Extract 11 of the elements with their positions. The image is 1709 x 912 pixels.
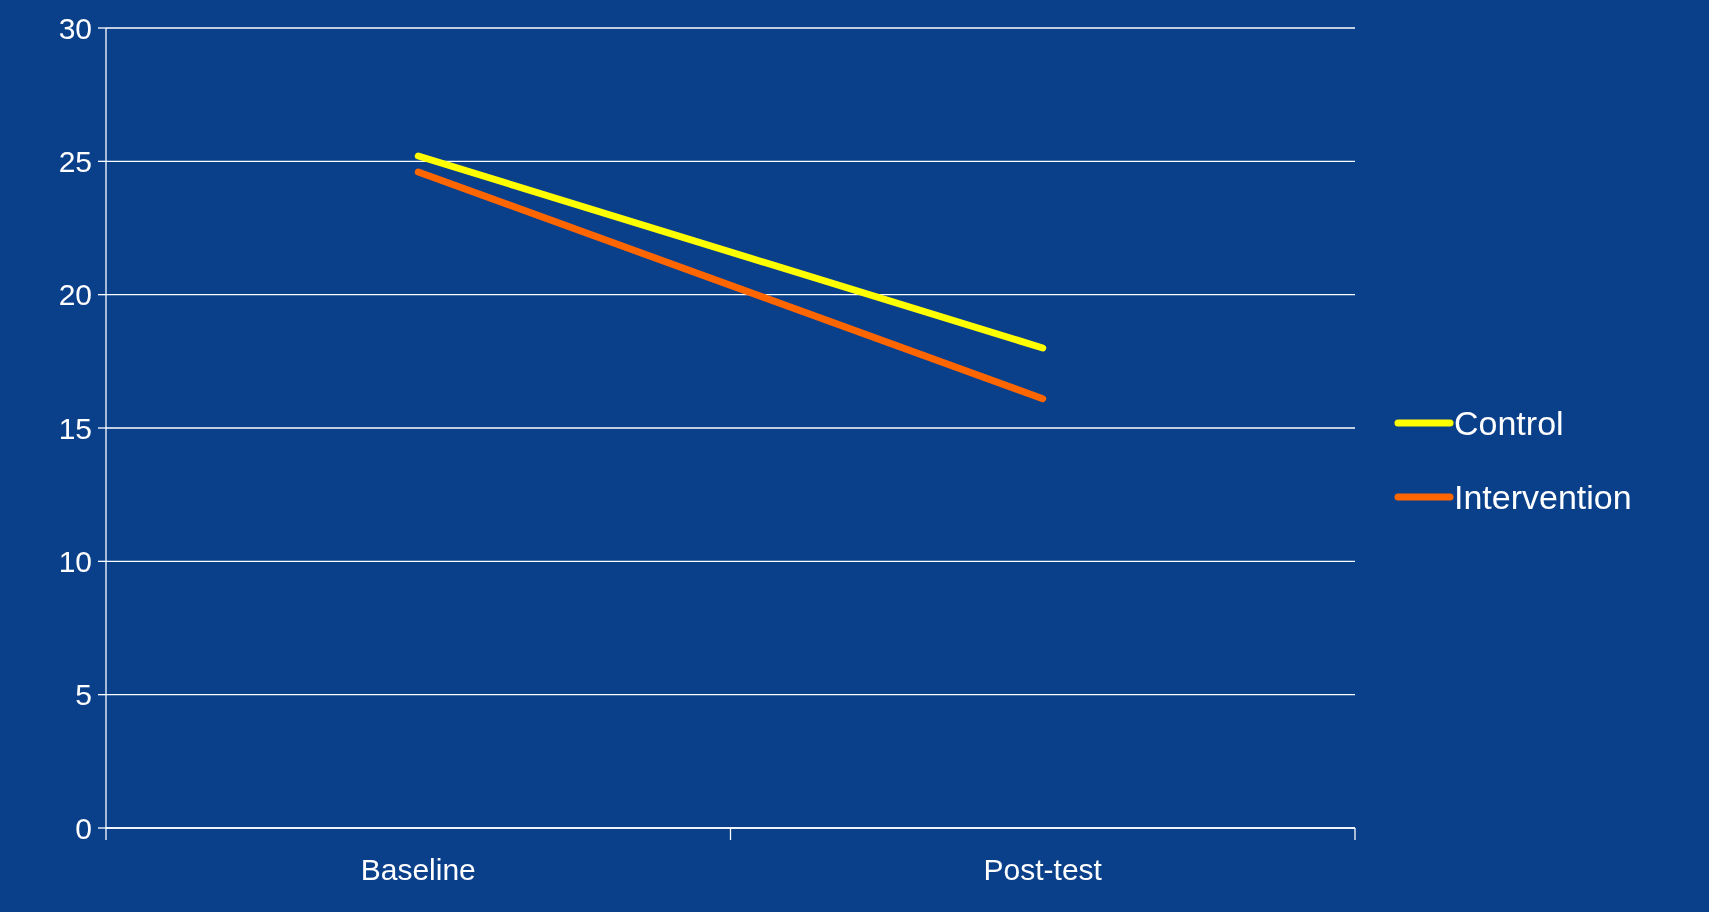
y-tick-label: 5 <box>75 678 92 712</box>
y-tick-label: 15 <box>58 411 92 445</box>
y-tick-label: 10 <box>58 544 92 578</box>
y-tick-label: 20 <box>58 278 92 312</box>
x-tick-label: Baseline <box>360 853 476 886</box>
y-tick-label: 25 <box>58 144 92 178</box>
legend-label: Intervention <box>1454 477 1632 516</box>
x-tick-label: Post-test <box>983 853 1103 886</box>
legend-label: Control <box>1454 403 1564 442</box>
y-tick-label: 30 <box>58 11 92 45</box>
y-tick-label: 0 <box>75 811 92 845</box>
